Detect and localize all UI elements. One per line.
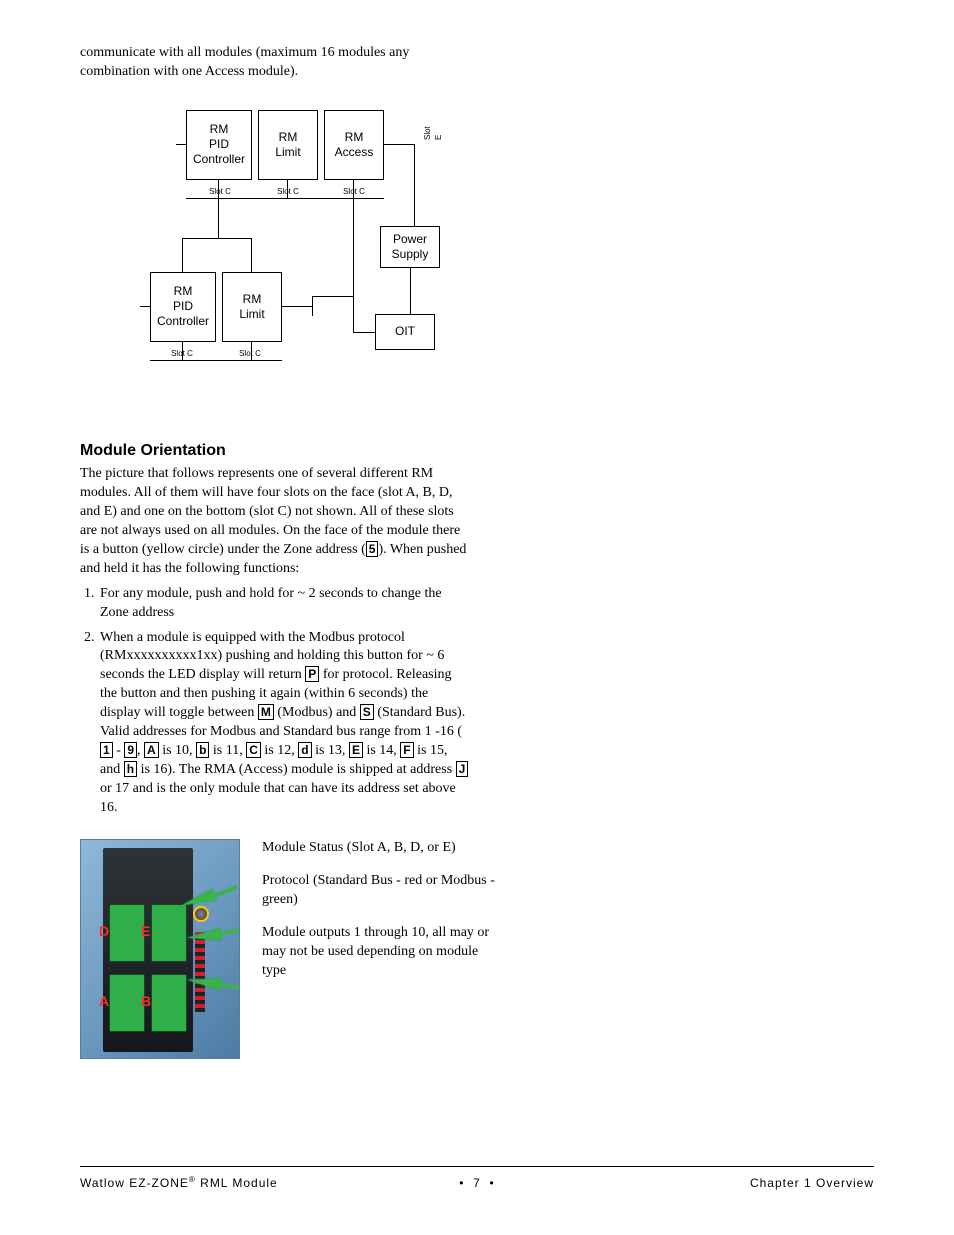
section-heading: Module Orientation	[80, 440, 470, 462]
function-list: For any module, push and hold for ~ 2 se…	[80, 585, 470, 818]
led-d-icon: d	[298, 742, 311, 758]
slotc-3: Slot C	[334, 187, 374, 198]
f2i: is 12,	[261, 743, 298, 758]
f2k: is 14,	[363, 743, 400, 758]
f2e: -	[113, 743, 125, 758]
box-power-supply: Power Supply	[380, 226, 440, 268]
led-e-icon: E	[349, 742, 363, 758]
slot-d-label: D	[99, 922, 109, 941]
led-5-icon: 5	[366, 541, 379, 557]
footer-left: Watlow EZ-ZONE® RML Module	[80, 1175, 345, 1191]
slot-b-label: B	[141, 992, 151, 1011]
slot-e-photo-label: E	[141, 922, 150, 941]
led-1-icon: 1	[100, 742, 113, 758]
module-photo: D E A B	[80, 839, 240, 1059]
led-strip	[195, 932, 205, 1012]
callout-protocol: Protocol (Standard Bus - red or Modbus -…	[262, 872, 500, 910]
f2f: ,	[137, 743, 144, 758]
slot-a-label: A	[99, 992, 109, 1011]
footer-right: Chapter 1 Overview	[609, 1175, 874, 1191]
footer-model: RML Module	[196, 1176, 278, 1190]
box-oit: OIT	[375, 314, 435, 350]
slotc-2: Slot C	[268, 187, 308, 198]
box-rm-pid-top: RM PID Controller	[186, 110, 252, 180]
led-h-icon: h	[124, 761, 137, 777]
led-m-icon: M	[258, 704, 274, 720]
led-p-icon: P	[305, 666, 319, 682]
slotc-5: Slot C	[230, 349, 270, 360]
function-1: For any module, push and hold for ~ 2 se…	[98, 585, 470, 623]
led-a-icon: A	[144, 742, 159, 758]
callout-module-status: Module Status (Slot A, B, D, or E)	[262, 839, 500, 858]
box-rm-access: RM Access	[324, 110, 384, 180]
f2m: is 16). The RMA (Access) module is shipp…	[137, 762, 456, 777]
f2g: is 10,	[159, 743, 196, 758]
zone-button	[193, 906, 209, 922]
led-c-icon: C	[246, 742, 261, 758]
f2h: is 11,	[209, 743, 246, 758]
f2j: is 13,	[312, 743, 349, 758]
footer-brand: Watlow EZ-ZONE	[80, 1176, 189, 1190]
footer-page-number: 7	[473, 1176, 481, 1190]
callout-outputs: Module outputs 1 through 10, all may or …	[262, 924, 500, 981]
led-9-icon: 9	[124, 742, 137, 758]
led-s-icon: S	[360, 704, 374, 720]
slot-e-label: Slot E	[423, 123, 445, 140]
function-2: When a module is equipped with the Modbu…	[98, 629, 470, 818]
led-j-icon: J	[456, 761, 469, 777]
page-footer: Watlow EZ-ZONE® RML Module • 7 • Chapter…	[80, 1166, 874, 1191]
footer-center: • 7 •	[345, 1175, 610, 1191]
orientation-paragraph: The picture that follows represents one …	[80, 465, 470, 578]
system-diagram: Slot E RM PID Controller RM Limit RM Acc…	[130, 96, 440, 426]
footer-dot-l: •	[459, 1176, 464, 1190]
intro-text: communicate with all modules (maximum 16…	[80, 44, 470, 82]
led-ff-icon: F	[400, 742, 413, 758]
slotc-1: Slot C	[200, 187, 240, 198]
footer-dot-r: •	[490, 1176, 495, 1190]
f2n: or 17 and is the only module that can ha…	[100, 781, 456, 815]
led-b-icon: b	[196, 742, 209, 758]
box-rm-pid-bot: RM PID Controller	[150, 272, 216, 342]
box-rm-limit-bot: RM Limit	[222, 272, 282, 342]
f2c: (Modbus) and	[274, 705, 360, 720]
box-rm-limit-top: RM Limit	[258, 110, 318, 180]
